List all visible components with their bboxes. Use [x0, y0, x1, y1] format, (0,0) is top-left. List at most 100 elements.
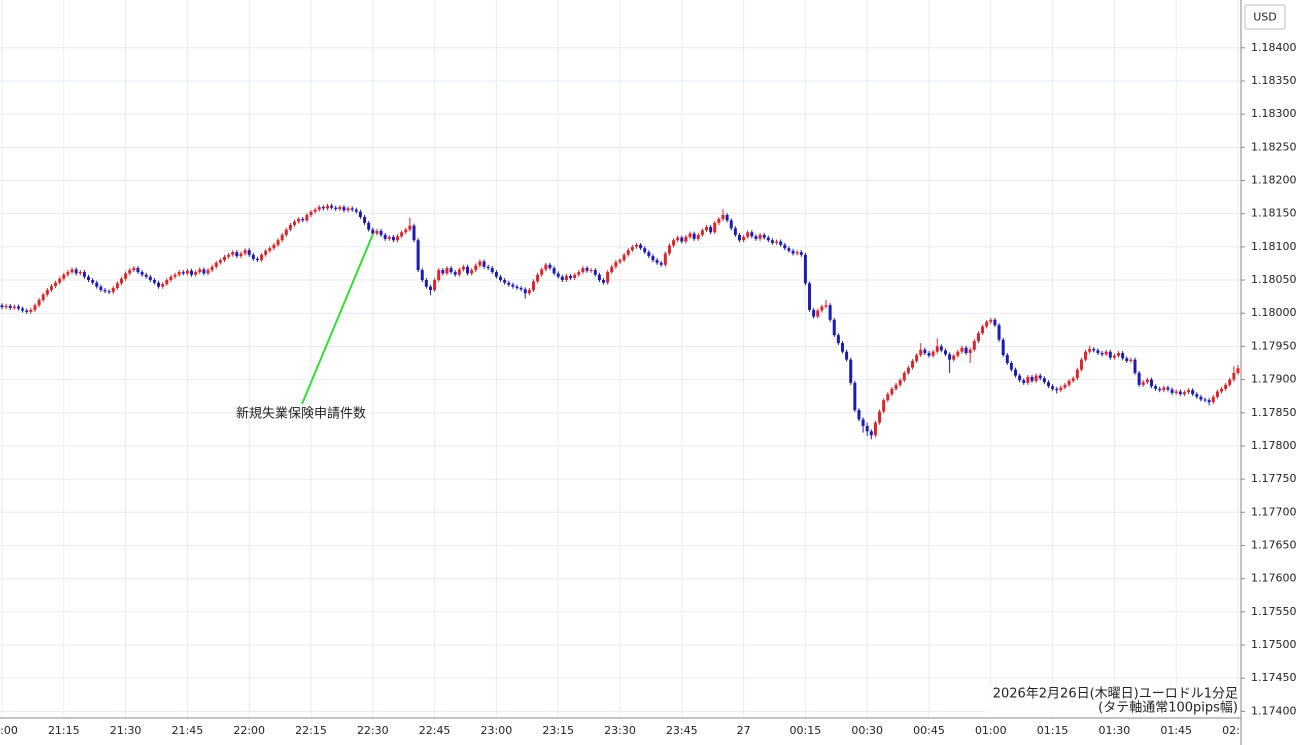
candle-body: [177, 272, 181, 275]
candle-body: [1092, 349, 1096, 351]
candle-body: [531, 281, 535, 290]
candle-body: [1187, 390, 1191, 393]
candle-body: [1215, 391, 1219, 397]
candle-body: [688, 233, 692, 237]
candle-body: [1096, 350, 1100, 354]
candle-body: [367, 222, 371, 230]
candle-body: [976, 333, 980, 342]
x-axis: 21:00 21:15 21:30 21:45 22:00 22:15 22:30 22:45…: [0, 724, 1254, 737]
x-tick-label: 01:45: [1160, 724, 1192, 737]
candle-body: [21, 308, 25, 311]
candle-body: [762, 234, 766, 238]
candle-body: [449, 268, 453, 273]
candle-body: [1207, 400, 1211, 403]
candle-body: [317, 207, 321, 210]
candle-body: [445, 268, 449, 274]
candle-body: [1182, 392, 1186, 395]
candle-body: [622, 254, 626, 261]
candle-body: [309, 211, 313, 216]
candle-body: [338, 207, 342, 210]
candle-body: [1005, 355, 1009, 363]
candle-body: [680, 237, 684, 242]
candle-body: [25, 310, 29, 312]
candle-body: [70, 269, 74, 273]
candle-body: [29, 309, 33, 312]
candle-body: [803, 254, 807, 284]
candle-body: [1067, 380, 1071, 385]
x-tick-label: 00:30: [851, 724, 883, 737]
candle-body: [540, 269, 544, 275]
x-tick-label: 22:15: [295, 724, 327, 737]
candle-body: [639, 244, 643, 249]
candle-body: [470, 270, 474, 274]
candle-body: [840, 343, 844, 352]
grid: [0, 0, 1241, 718]
candle-body: [8, 305, 12, 308]
candle-body: [849, 359, 853, 383]
candle-body: [1022, 380, 1026, 383]
candle-body: [1228, 379, 1232, 385]
candle-body: [1046, 382, 1050, 387]
y-tick-label: 1.17700: [1251, 505, 1297, 518]
candle-body: [342, 207, 346, 211]
candle-body: [185, 270, 189, 274]
candle-body: [16, 306, 20, 309]
candle-body: [99, 286, 103, 290]
candle-body: [165, 280, 169, 285]
candle-body: [268, 248, 272, 251]
candle-body: [812, 309, 816, 317]
x-tick-label: 00:15: [790, 724, 822, 737]
candle-body: [305, 215, 309, 221]
candle-body: [400, 232, 404, 237]
candle-body: [836, 335, 840, 344]
candle-body: [371, 229, 375, 234]
candle-body: [466, 266, 470, 274]
candle-body: [721, 215, 725, 219]
candle-body: [581, 268, 585, 273]
candle-body: [457, 269, 461, 275]
candle-body: [1014, 369, 1018, 376]
candle-body: [556, 273, 560, 277]
candle-body: [494, 272, 498, 277]
candle-body: [346, 208, 350, 211]
candle-body: [1088, 349, 1092, 352]
candle-body: [1059, 387, 1063, 391]
caption: (タテ軸通常100pips幅): [1098, 701, 1238, 716]
candle-body: [1030, 376, 1034, 381]
candle-body: [54, 282, 58, 287]
candle-body: [218, 260, 222, 263]
candle-body: [577, 272, 581, 275]
candle-body: [490, 268, 494, 273]
candle-body: [181, 272, 185, 274]
candle-body: [272, 244, 276, 249]
candle-body: [78, 272, 82, 274]
candle-body: [1154, 386, 1158, 389]
candle-body: [461, 266, 465, 270]
candle-body: [148, 276, 152, 281]
candle-body: [239, 253, 243, 257]
candle-body: [709, 226, 713, 233]
candle-body: [1108, 351, 1112, 358]
candle-body: [1191, 390, 1195, 395]
candle-body: [1141, 382, 1145, 385]
y-axis: 1.17400 1.17450 1.17500 1.17550 1.17600 1.176…: [1241, 41, 1297, 717]
candle-body: [87, 276, 91, 281]
candle-body: [742, 236, 746, 241]
candle-body: [1162, 387, 1166, 391]
candle-body: [363, 216, 367, 223]
candle-body: [354, 209, 358, 212]
candle-body: [1063, 384, 1067, 388]
candle-body: [869, 431, 873, 436]
candle-body: [391, 236, 395, 241]
x-tick-label: 23:45: [666, 724, 698, 737]
candle-body: [140, 272, 144, 275]
y-tick-label: 1.17400: [1251, 704, 1297, 717]
y-tick-label: 1.18000: [1251, 306, 1297, 319]
candle-body: [927, 353, 931, 356]
candle-body: [255, 258, 259, 261]
candle-body: [157, 282, 161, 287]
candle-body: [74, 269, 78, 274]
x-tick-label: 22:00: [233, 724, 265, 737]
candle-body: [552, 268, 556, 274]
candle-body: [37, 299, 41, 306]
